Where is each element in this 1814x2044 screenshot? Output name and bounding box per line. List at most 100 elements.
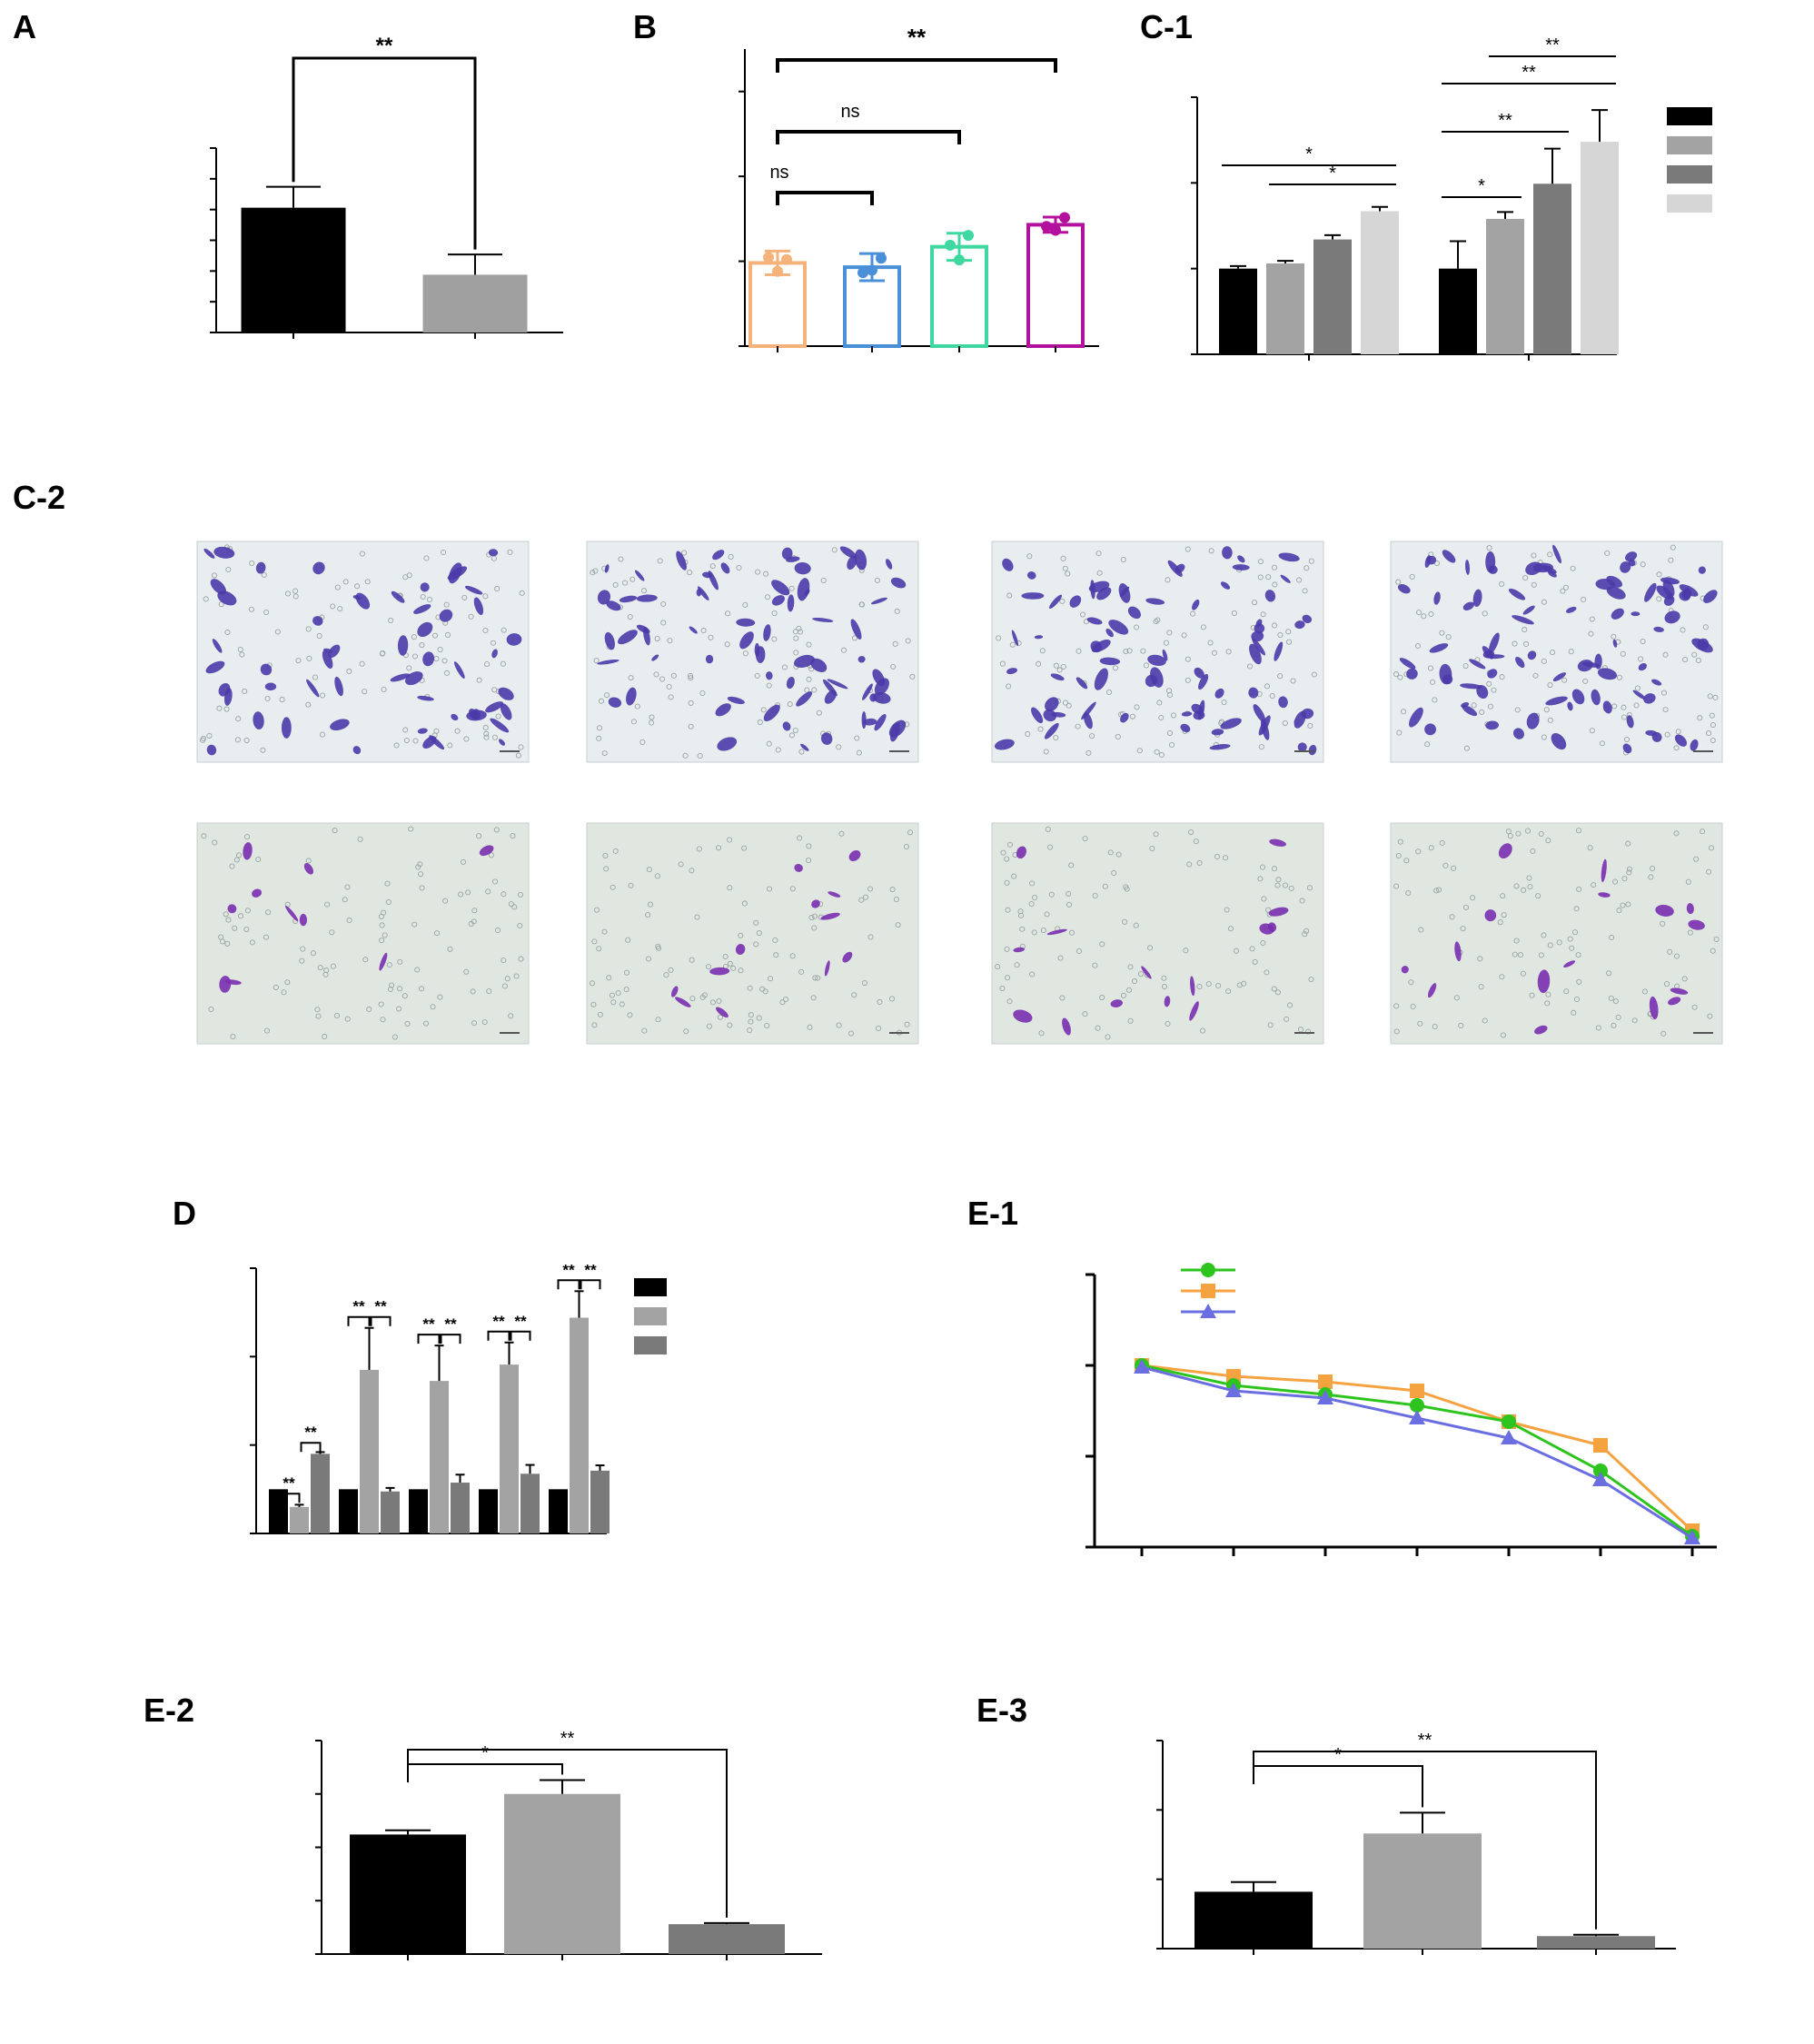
micrograph-pore xyxy=(660,620,667,626)
micrograph-pore xyxy=(1153,618,1159,625)
micrograph-cell xyxy=(1302,614,1313,623)
micrograph-pore xyxy=(224,940,231,947)
micrograph-pore xyxy=(1620,650,1626,657)
micrograph-pore xyxy=(483,730,490,737)
micrograph-pore xyxy=(1257,876,1264,882)
micrograph-pore xyxy=(1155,617,1161,623)
micrograph-pore xyxy=(1608,995,1614,1001)
micrograph-cell xyxy=(253,711,264,730)
micrograph-pore xyxy=(316,632,322,639)
micrograph-pore xyxy=(1062,565,1068,571)
micrograph-pore xyxy=(323,967,330,974)
micrograph-pore xyxy=(1589,728,1595,734)
micrograph-cell xyxy=(1591,689,1601,706)
micrograph-pore xyxy=(423,555,430,561)
micrograph-pore xyxy=(1112,665,1118,671)
micrograph-pore xyxy=(773,952,779,958)
micrograph-pore xyxy=(1149,846,1155,852)
micrograph-pore xyxy=(593,658,600,664)
micrograph-cell xyxy=(1566,606,1577,613)
micrograph-cell xyxy=(1534,1025,1548,1035)
micrograph-pore xyxy=(1393,671,1400,678)
micrograph-pore xyxy=(317,965,323,971)
micrograph-cell xyxy=(727,696,745,705)
micrograph-cell xyxy=(839,546,857,559)
chart-b-significance-bracket xyxy=(776,58,1057,73)
micrograph-pore xyxy=(689,996,696,1002)
micrograph-pore xyxy=(806,676,812,682)
micrograph-pore xyxy=(223,911,229,918)
micrograph-pore xyxy=(753,919,759,926)
chart-a-bar xyxy=(422,274,528,332)
micrograph-pore xyxy=(404,1020,411,1027)
micrograph-pore xyxy=(1031,929,1037,936)
micrograph-pore xyxy=(748,1012,754,1018)
micrograph-cell xyxy=(1472,589,1482,607)
micrograph-pore xyxy=(808,666,815,672)
micrograph-pore xyxy=(1006,998,1013,1005)
micrograph-pore xyxy=(1428,845,1434,851)
chart-b-significance-label: ns xyxy=(769,163,788,183)
micrograph-cell xyxy=(417,728,428,734)
micrograph-pore xyxy=(1460,926,1466,932)
micrograph-pore xyxy=(716,997,722,1005)
micrograph-pore xyxy=(1612,998,1619,1005)
micrograph-pore xyxy=(838,830,845,837)
chart-e3-significance-bracket xyxy=(1253,1751,1597,1930)
micrograph-invasion-1 xyxy=(586,541,919,763)
micrograph-cell xyxy=(1147,654,1166,666)
micrograph-cell xyxy=(1268,907,1289,917)
micrograph-cell xyxy=(708,571,719,590)
micrograph-cell xyxy=(1294,710,1306,729)
micrograph-pore xyxy=(1569,945,1575,951)
micrograph-pore xyxy=(848,1030,855,1037)
micrograph-pore xyxy=(482,724,489,731)
chart-b: ns ns ** xyxy=(738,24,1099,352)
micrograph-pore xyxy=(1517,952,1524,958)
micrograph-pore xyxy=(1670,544,1676,551)
micrograph-pore xyxy=(470,988,476,995)
micrograph-pore xyxy=(727,1022,733,1028)
micrograph-pore xyxy=(312,674,319,680)
micrograph-cell xyxy=(1512,728,1524,739)
micrograph-cell xyxy=(1175,563,1185,573)
micrograph-pore xyxy=(1512,951,1518,958)
micrograph-cell xyxy=(391,590,405,603)
micrograph-pore xyxy=(1308,977,1314,983)
micrograph-pore xyxy=(1224,907,1230,913)
micrograph-pore xyxy=(1307,722,1313,729)
micrograph-cell xyxy=(1598,892,1611,898)
chart-d-bar xyxy=(311,1454,330,1533)
micrograph-pore xyxy=(1127,1017,1134,1024)
micrograph-pore xyxy=(200,735,207,741)
chart-e1-marker xyxy=(1502,1414,1516,1429)
micrograph-cell xyxy=(1551,732,1567,750)
micrograph-pore xyxy=(1599,740,1605,747)
chart-d-legend-swatch xyxy=(634,1278,667,1296)
micrograph-pore xyxy=(305,626,312,632)
chart-d-significance-bracket xyxy=(580,1279,601,1290)
chart-b-significance-label: ** xyxy=(907,24,927,51)
micrograph-cell xyxy=(1487,669,1498,679)
micrograph-pore xyxy=(1697,715,1703,721)
micrograph-cell xyxy=(1526,712,1540,729)
chart-e3-significance-label: * xyxy=(1334,1745,1342,1765)
micrograph-pore xyxy=(766,740,772,747)
micrograph-cell xyxy=(1127,606,1141,620)
micrograph-pore xyxy=(1190,610,1196,617)
chart-d-significance-label: ** xyxy=(514,1313,527,1330)
micrograph-pore xyxy=(442,898,449,904)
micrograph-pore xyxy=(430,1004,436,1010)
micrograph-pore xyxy=(1541,734,1547,740)
micrograph-cell xyxy=(1190,976,1195,997)
micrograph-pore xyxy=(1708,845,1715,851)
micrograph-pore xyxy=(666,683,672,690)
micrograph-pore xyxy=(1393,1003,1400,1009)
panel-label-e1: E-1 xyxy=(967,1195,1018,1232)
micrograph-pore xyxy=(660,600,667,607)
micrograph-pore xyxy=(1615,1014,1621,1020)
micrograph-pore xyxy=(1264,683,1271,690)
micrograph-cell xyxy=(1606,586,1626,600)
micrograph-pore xyxy=(412,738,419,744)
micrograph-pore xyxy=(815,975,821,981)
